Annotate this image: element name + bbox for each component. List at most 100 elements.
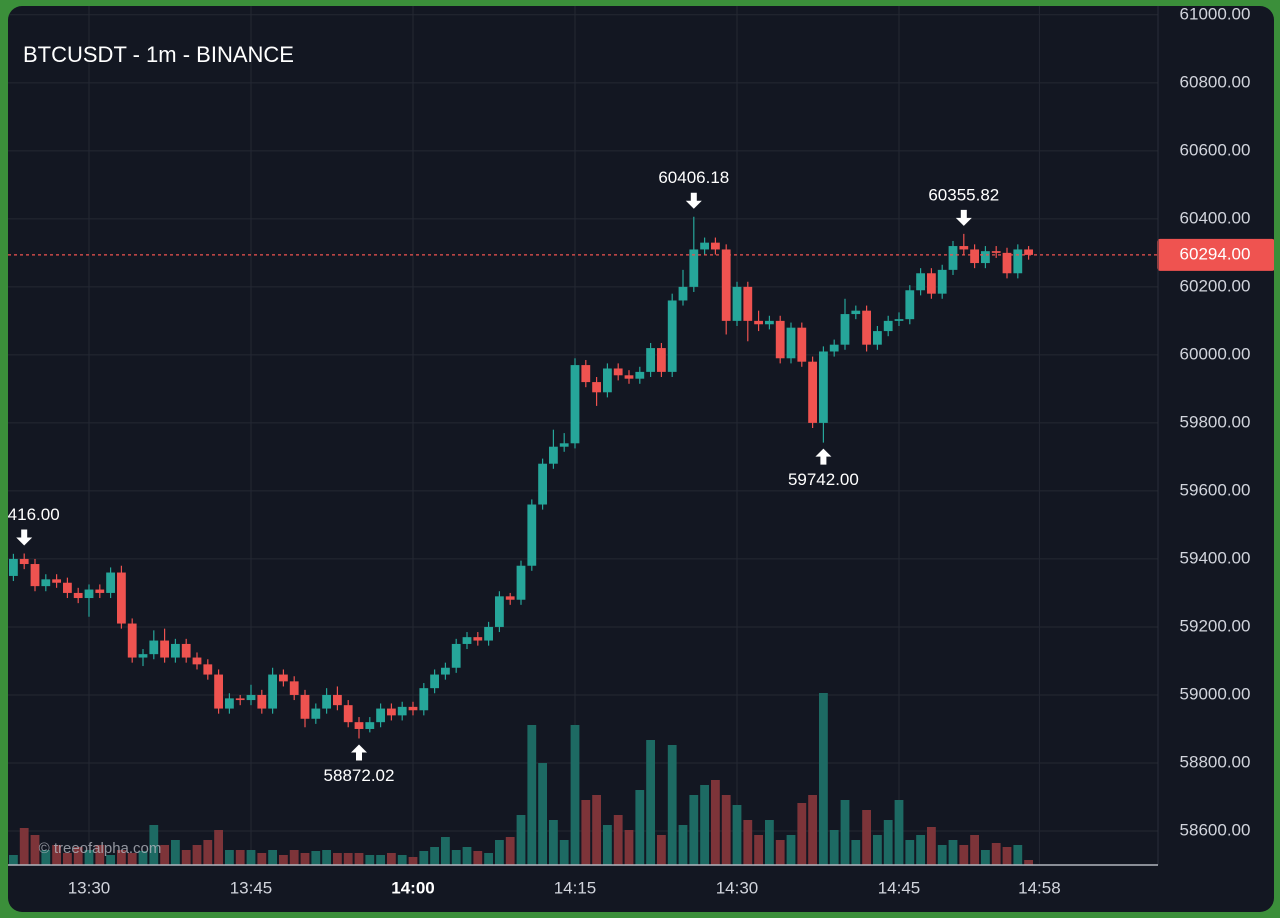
volume-bar [246, 850, 256, 865]
volume-bar [721, 795, 731, 865]
candle-body [527, 504, 537, 566]
x-tick-label: 14:00 [391, 878, 434, 897]
volume-bar [1024, 860, 1033, 865]
watermark: © treeofalpha.com [39, 840, 162, 857]
volume-bar [279, 855, 288, 865]
candle-body [451, 643, 461, 668]
volume-bar [160, 845, 169, 865]
y-tick-label: 60800.00 [1180, 72, 1251, 91]
candle-body [1024, 249, 1033, 255]
volume-bar [808, 795, 817, 865]
candle-body [905, 290, 915, 320]
volume-bar [1013, 845, 1023, 865]
volume-bar [905, 840, 915, 865]
candle-body [289, 681, 299, 695]
annotation-label: 59416.00 [8, 505, 60, 524]
candle-body [354, 722, 364, 729]
volume-bar [603, 825, 612, 865]
candle-body [311, 708, 321, 719]
volume-bar [862, 810, 871, 865]
volume-bar [527, 725, 537, 865]
volume-bar [419, 851, 429, 865]
volume-bar [473, 851, 483, 865]
volume-bar [937, 845, 947, 865]
candle-body [106, 572, 115, 593]
volume [9, 693, 1033, 865]
candle-body [343, 705, 353, 723]
candle-body [927, 273, 936, 294]
candle-body [840, 314, 850, 345]
candle-body [743, 286, 753, 321]
volume-bar [948, 840, 958, 865]
candle-body [41, 579, 51, 587]
candle-body [754, 320, 763, 325]
volume-bar [765, 820, 774, 865]
y-tick-label: 59800.00 [1180, 412, 1251, 431]
candles [9, 216, 1033, 739]
candle-body [408, 706, 418, 711]
candle-body [1013, 249, 1023, 274]
candle-body [732, 286, 742, 321]
candle-body [484, 626, 493, 641]
candle-body [948, 246, 958, 270]
volume-bar [257, 853, 267, 865]
candle-body [235, 698, 245, 701]
volume-bar [624, 830, 634, 865]
chart: © treeofalpha.com 60294.00 59416.00 58872.… [8, 6, 1274, 897]
volume-bar [743, 820, 753, 865]
volume-bar [214, 830, 223, 865]
volume-bar [894, 800, 904, 865]
price-label-box [1157, 238, 1274, 271]
candle-body [689, 249, 699, 287]
candle-body [970, 249, 979, 264]
candle-body [322, 694, 331, 709]
candle-body [581, 365, 591, 383]
candle-body [592, 382, 601, 393]
volume-bar [581, 800, 591, 865]
volume-bar [225, 850, 234, 865]
candle-body [495, 596, 504, 627]
candle-body [711, 242, 720, 250]
volume-bar [311, 851, 321, 865]
volume-bar [819, 693, 828, 865]
volume-bar [505, 837, 515, 865]
candle-body [138, 654, 148, 658]
candle-body [192, 657, 202, 665]
volume-bar [149, 825, 159, 865]
candle-body [786, 327, 796, 359]
volume-bar [613, 815, 623, 865]
volume-bar [678, 825, 688, 865]
volume-bar [235, 850, 245, 865]
volume-bar [657, 835, 666, 865]
candle-body [765, 320, 774, 325]
candle-body [657, 348, 666, 372]
y-tick-label: 60600.00 [1180, 140, 1251, 159]
volume-bar [387, 853, 396, 865]
candle-body [268, 674, 277, 709]
volume-bar [289, 850, 299, 865]
y-tick-label: 58600.00 [1180, 820, 1251, 839]
chart-panel: © treeofalpha.com 60294.00 59416.00 58872.… [8, 6, 1274, 912]
candle-body [214, 674, 223, 709]
volume-bar [354, 853, 364, 865]
arrow-up [351, 744, 367, 761]
candle-body [279, 674, 288, 682]
volume-bar [797, 803, 807, 865]
volume-bar [408, 857, 418, 865]
volume-bar [754, 835, 763, 865]
volume-bar [127, 853, 137, 865]
volume-bar [538, 763, 547, 865]
annotation-label: 59742.00 [788, 470, 859, 489]
volume-bar [192, 845, 202, 865]
candle-body [991, 251, 1001, 253]
candle-body [819, 351, 828, 423]
candle-body [981, 251, 990, 264]
volume-bar [981, 850, 990, 865]
candle-body [700, 242, 709, 250]
candle-body [873, 331, 882, 345]
candle-body [667, 300, 677, 372]
candle-body [52, 579, 61, 583]
volume-bar [592, 795, 601, 865]
volume-bar [365, 855, 375, 865]
candle-body [862, 310, 871, 345]
